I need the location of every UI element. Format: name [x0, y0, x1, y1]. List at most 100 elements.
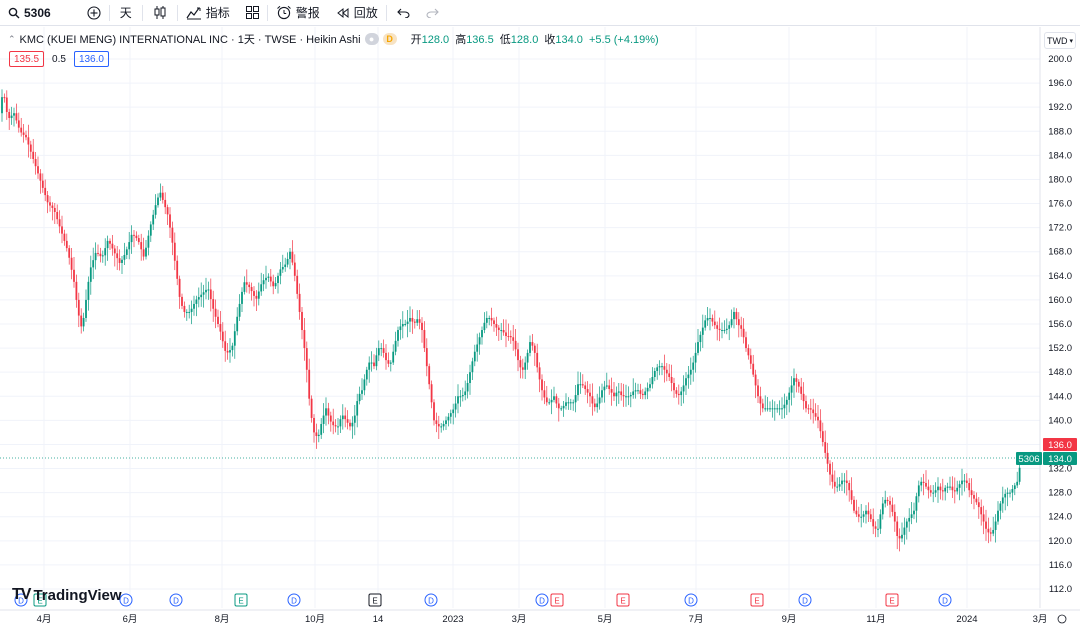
candle-body: [965, 480, 968, 483]
interval-button[interactable]: 天: [110, 0, 142, 26]
candle-body: [1013, 485, 1016, 490]
event-marker-dividend[interactable]: D: [169, 593, 183, 607]
candle-body: [553, 396, 555, 400]
candle-body: [176, 260, 179, 279]
event-marker-dividend[interactable]: D: [798, 593, 812, 607]
candle-body: [421, 322, 423, 331]
time-tick-label: 11月: [866, 614, 885, 625]
candle-body: [447, 416, 450, 421]
event-marker-dividend[interactable]: D: [424, 593, 438, 607]
candle-body: [260, 284, 263, 292]
price-tick-label: 124.0: [1048, 512, 1072, 523]
price-axis[interactable]: 200.0 196.0 192.0 188.0 184.0 180.0 176.0 172.0…: [1039, 27, 1072, 608]
settings-icon[interactable]: [1057, 614, 1067, 624]
candle-body: [188, 311, 191, 313]
candle-body: [689, 369, 692, 375]
candle-body: [555, 396, 558, 404]
event-marker-dividend[interactable]: D: [119, 593, 133, 607]
candle-body: [805, 401, 807, 409]
chart-type-button[interactable]: [143, 0, 177, 26]
last-price-label: 134.0: [1048, 454, 1072, 465]
candle-body: [320, 423, 323, 435]
buy-price-button[interactable]: 136.0: [73, 51, 109, 67]
redo-button[interactable]: [420, 0, 445, 26]
candle-body: [569, 402, 572, 404]
candle-body: [248, 284, 251, 288]
price-tick-label: 180.0: [1048, 174, 1072, 185]
candle-body: [682, 385, 685, 392]
time-tick-label: 2024: [956, 614, 977, 625]
time-axis[interactable]: 4月 6月 8月 10月 14 2023 3月 5月 7月 9月 11月 2024 3月: [0, 609, 1080, 625]
candle-body: [905, 521, 908, 528]
event-marker-earnings-flat[interactable]: E: [368, 593, 382, 607]
chevron-collapse-icon[interactable]: ⌃: [8, 33, 16, 44]
logo-text: TradingView: [33, 586, 122, 604]
undo-button[interactable]: [387, 0, 420, 26]
alert-button[interactable]: 警报: [268, 0, 328, 26]
indicators-button[interactable]: 指标: [178, 0, 238, 26]
candle-body: [833, 481, 836, 487]
event-marker-earnings-up[interactable]: E: [33, 593, 47, 607]
tradingview-logo[interactable]: TV TradingView: [12, 586, 122, 604]
candle-body: [301, 311, 303, 331]
indicators-icon: [186, 7, 201, 19]
time-tick-label: 10月: [305, 614, 325, 625]
candle-body: [757, 385, 759, 397]
candle-body: [493, 320, 495, 324]
candle-body: [946, 486, 949, 488]
symbol-search-button[interactable]: 5306: [0, 0, 59, 26]
event-marker-dividend[interactable]: D: [287, 593, 301, 607]
time-tick-label: 7月: [689, 614, 704, 625]
event-marker-earnings-up[interactable]: E: [234, 593, 248, 607]
eye-icon[interactable]: ●: [364, 33, 379, 45]
candle-body: [109, 240, 111, 244]
candle-body: [509, 336, 512, 338]
candle-body: [257, 291, 260, 299]
event-marker-label: D: [688, 597, 694, 606]
candle-body: [850, 490, 853, 500]
candle-body: [236, 316, 239, 332]
candle-body: [224, 341, 227, 351]
event-marker-dividend[interactable]: D: [14, 593, 28, 607]
price-chart[interactable]: 200.0 196.0 192.0 188.0 184.0 180.0 176.0 172.0…: [0, 27, 1080, 625]
event-marker-earnings-down[interactable]: E: [550, 593, 564, 607]
event-marker-earnings-down[interactable]: E: [616, 593, 630, 607]
axis-settings[interactable]: [1057, 614, 1067, 624]
candle-body: [994, 521, 997, 530]
high-price-tag: 136.0: [1043, 438, 1077, 451]
currency-selector[interactable]: TWD ▾: [1044, 32, 1076, 49]
candle-body: [116, 253, 119, 259]
candle-body: [22, 132, 25, 135]
candle-body: [404, 324, 407, 325]
candle-body: [697, 342, 699, 353]
candle-body: [857, 514, 860, 517]
price-tick-label: 140.0: [1048, 415, 1072, 426]
event-marker-label: E: [620, 597, 625, 606]
symbol-label: 5306: [24, 5, 51, 20]
candle-body: [461, 395, 464, 397]
candle-body: [759, 396, 762, 404]
candle-body: [802, 393, 805, 402]
candle-body: [641, 393, 644, 396]
compare-button[interactable]: [79, 0, 109, 26]
candle-body: [958, 484, 961, 488]
candle-body: [929, 490, 932, 493]
event-marker-earnings-down[interactable]: E: [885, 593, 899, 607]
event-marker-label: D: [291, 597, 297, 606]
event-marker-dividend[interactable]: D: [938, 593, 952, 607]
candle-body: [785, 399, 788, 405]
time-tick-label: 2023: [442, 614, 463, 625]
event-marker-dividend[interactable]: D: [684, 593, 698, 607]
candle-body: [305, 348, 308, 370]
replay-button[interactable]: 回放: [328, 0, 386, 26]
candle-body: [836, 486, 839, 488]
candle-body: [754, 374, 757, 386]
sell-price-button[interactable]: 135.5: [9, 51, 45, 67]
event-marker-earnings-down[interactable]: E: [750, 593, 764, 607]
event-marker-dividend[interactable]: D: [535, 593, 549, 607]
candle-body: [135, 235, 138, 239]
layout-button[interactable]: [238, 0, 267, 26]
candle-body: [680, 391, 683, 396]
candle-body: [704, 320, 707, 328]
